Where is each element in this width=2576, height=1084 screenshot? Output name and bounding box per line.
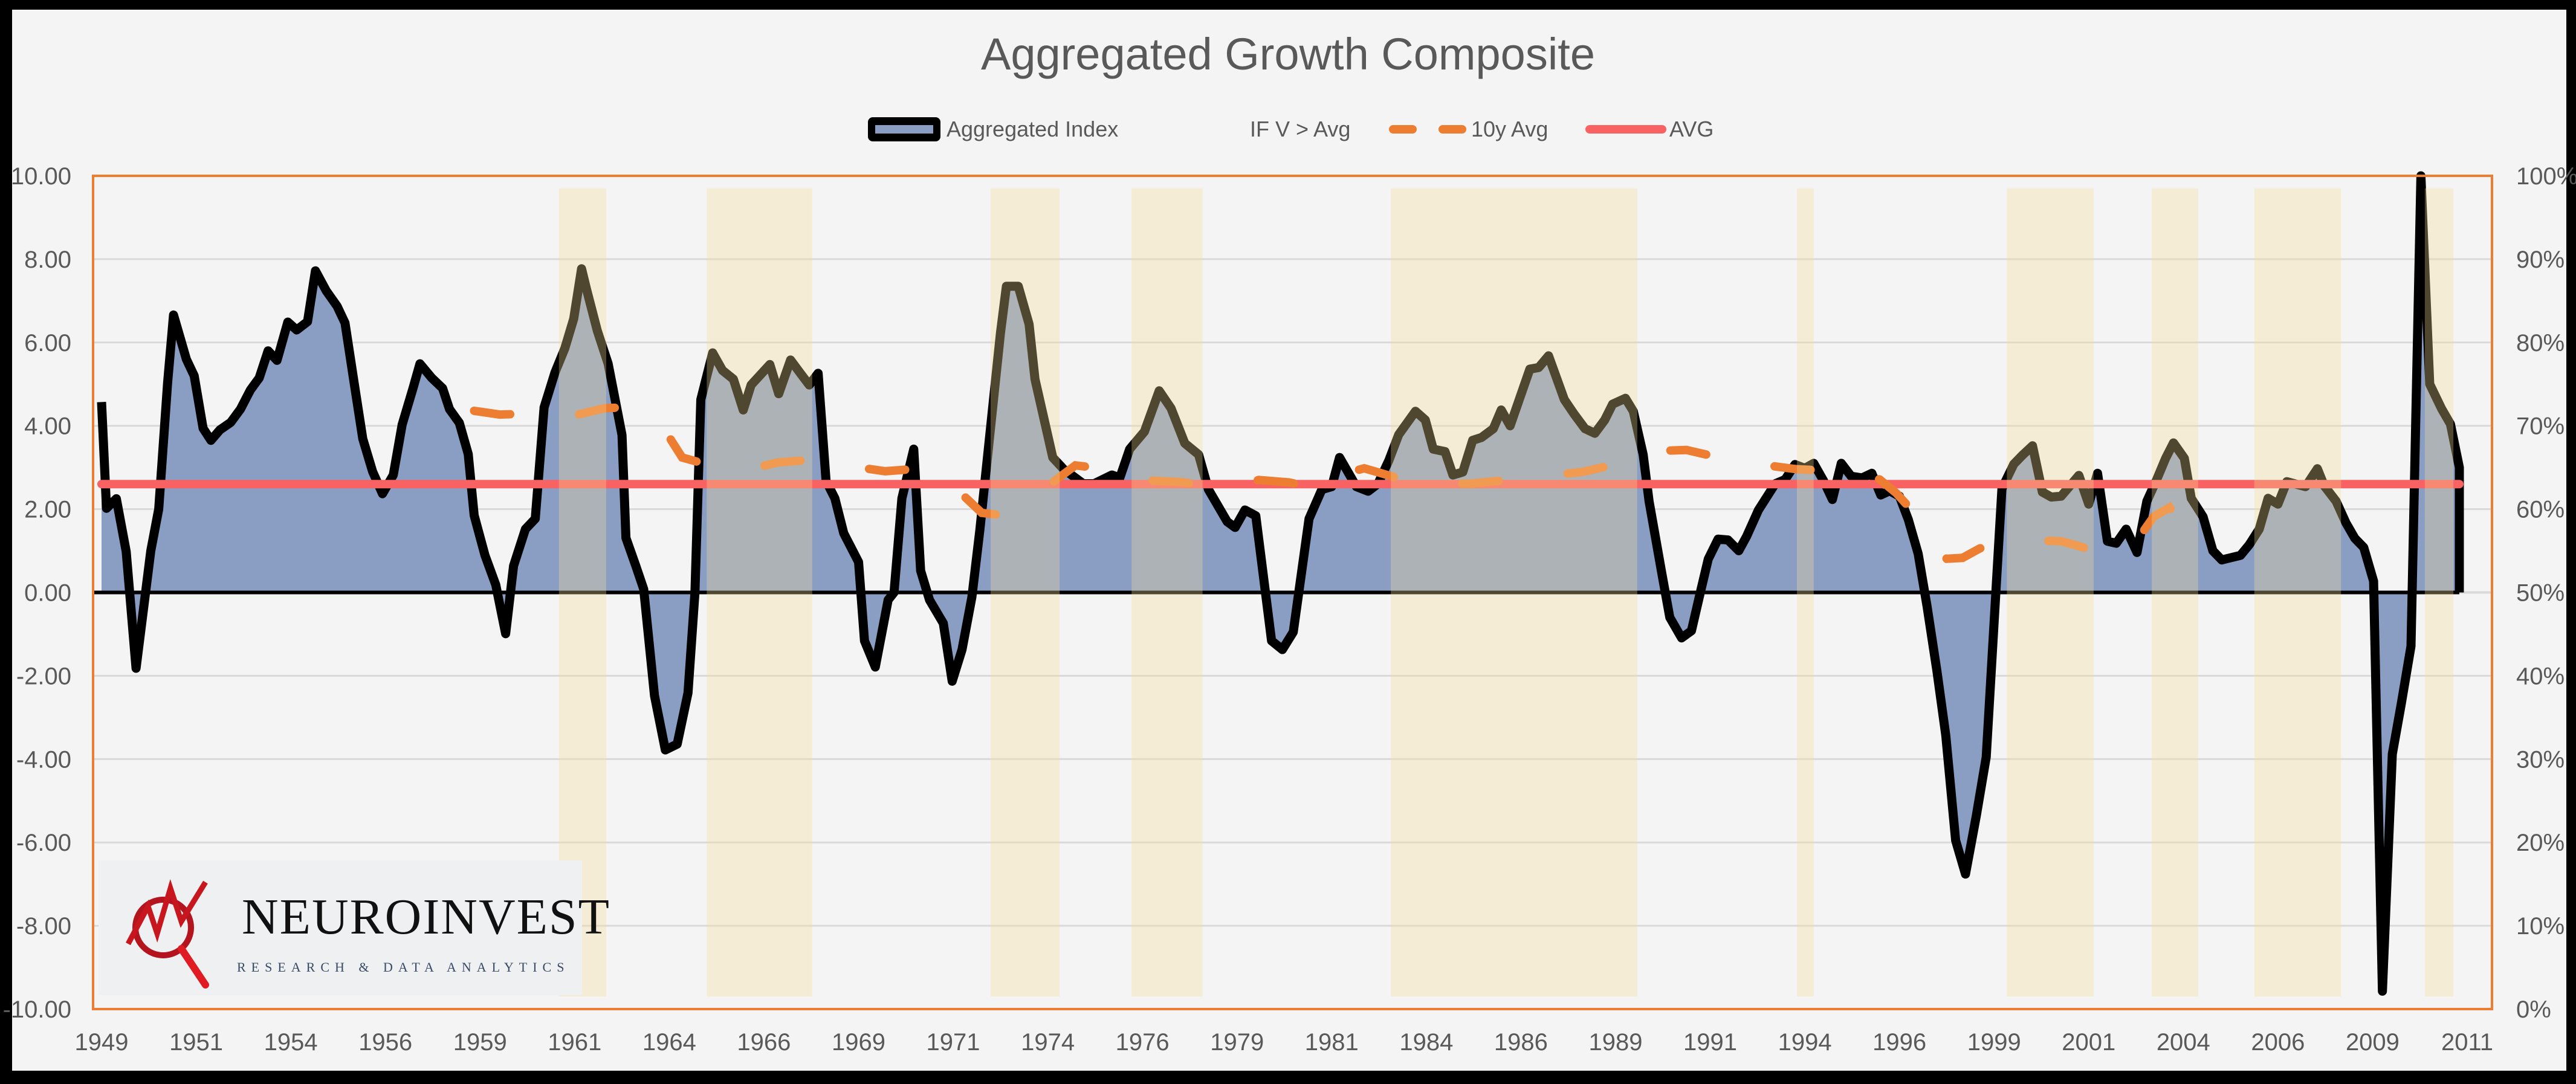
x-tick-label: 1989 [1588, 1029, 1642, 1056]
band-if-v-gt-avg [2424, 188, 2454, 997]
band-if-v-gt-avg [2007, 188, 2094, 997]
series-10y-avg [470, 402, 2213, 563]
x-tick-label: 2009 [2346, 1029, 2400, 1056]
x-tick-label: 1954 [264, 1029, 318, 1056]
y-tick-label: 2.00 [24, 497, 71, 523]
y2-tick-label: 80% [2516, 330, 2565, 356]
x-tick-label: 1976 [1116, 1029, 1170, 1056]
x-tick-label: 1999 [1967, 1029, 2021, 1056]
legend-swatch-area-fill [875, 125, 933, 134]
x-tick-label: 1991 [1683, 1029, 1737, 1056]
y2-tick-label: 0% [2516, 996, 2551, 1023]
y-tick-label: 0.00 [24, 580, 71, 607]
band-if-v-gt-avg [1391, 188, 1637, 997]
x-tick-label: 1956 [358, 1029, 412, 1056]
plot-border [92, 175, 2493, 1010]
band-if-v-gt-avg [707, 188, 812, 997]
band-if-v-gt-avg [2254, 188, 2341, 997]
ten-year-avg-line [470, 402, 2213, 563]
x-tick-label: 1981 [1305, 1029, 1359, 1056]
y2-tick-label: 90% [2516, 247, 2565, 273]
legend-label: AVG [1669, 117, 1714, 141]
x-tick-label: 1949 [75, 1029, 129, 1056]
band-if-v-gt-avg [2152, 188, 2198, 997]
x-tick-label: 1961 [548, 1029, 601, 1056]
legend-label: IF V > Avg [1250, 117, 1350, 141]
logo-background [99, 860, 582, 995]
chart-title: Aggregated Growth Composite [981, 29, 1595, 79]
y2-tick-label: 50% [2516, 580, 2565, 607]
y2-tick-label: 60% [2516, 497, 2565, 523]
y-tick-label: 10.00 [11, 163, 71, 190]
x-tick-label: 1979 [1210, 1029, 1264, 1056]
y-tick-label: -6.00 [16, 830, 71, 856]
x-tick-label: 2006 [2251, 1029, 2305, 1056]
y2-tick-label: 40% [2516, 663, 2565, 689]
x-tick-label: 1969 [832, 1029, 885, 1056]
neuroinvest-logo: NEUROINVEST RESEARCH & DATA ANALYTICS [99, 860, 610, 995]
x-tick-label: 2001 [2062, 1029, 2115, 1056]
y-tick-label: -8.00 [16, 913, 71, 940]
logo-tagline: RESEARCH & DATA ANALYTICS [237, 960, 569, 975]
x-tick-label: 2011 [2441, 1029, 2493, 1056]
x-tick-label: 1974 [1021, 1029, 1075, 1056]
x-tick-label: 1959 [453, 1029, 507, 1056]
bands-if-v-gt-avg [558, 188, 2454, 997]
band-if-v-gt-avg [1131, 188, 1203, 997]
y-tick-label: -10.00 [3, 996, 71, 1023]
x-tick-label: 1966 [737, 1029, 791, 1056]
legend-item-avg: AVG [1585, 117, 1714, 141]
magnifier-chart-icon [126, 879, 209, 989]
x-tick-label: 1971 [927, 1029, 980, 1056]
y-axis-left: 10.00 8.00 6.00 4.00 2.00 0.00 -2.00 -4.00 -6.00… [3, 163, 71, 1023]
y2-tick-label: 30% [2516, 746, 2565, 773]
x-tick-label: 1996 [1872, 1029, 1926, 1056]
area-fill [102, 176, 2459, 992]
y2-tick-label: 100% [2516, 163, 2576, 190]
y2-tick-label: 20% [2516, 830, 2565, 856]
x-tick-label: 2004 [2157, 1029, 2210, 1056]
logo-name: NEUROINVEST [242, 889, 610, 945]
y-tick-label: -2.00 [16, 663, 71, 689]
y2-tick-label: 10% [2516, 913, 2565, 940]
y2-tick-label: 70% [2516, 413, 2565, 440]
x-tick-label: 1994 [1778, 1029, 1832, 1056]
legend: Aggregated Index IF V > Avg 10y Avg AVG [868, 117, 1714, 141]
y-tick-label: 8.00 [24, 247, 71, 273]
legend-label: 10y Avg [1471, 117, 1548, 141]
x-axis: 1949 1951 1954 1956 1959 1961 1964 1966 1969 1971… [75, 1029, 2494, 1056]
legend-item-if-v-gt-avg: IF V > Avg [1250, 117, 1350, 141]
x-tick-label: 1951 [169, 1029, 223, 1056]
x-tick-label: 1964 [642, 1029, 696, 1056]
y-tick-label: 4.00 [24, 413, 71, 440]
gridlines [93, 258, 2492, 927]
band-if-v-gt-avg [991, 188, 1060, 997]
y-axis-right: 100% 90% 80% 70% 60% 50% 40% 30% 20% 10% 0% [2516, 163, 2576, 1023]
legend-item-10y-avg: 10y Avg [1389, 117, 1548, 141]
y-tick-label: 6.00 [24, 330, 71, 356]
y-tick-label: -4.00 [16, 746, 71, 773]
legend-item-aggregated-index: Aggregated Index [868, 117, 1118, 141]
x-tick-label: 1984 [1399, 1029, 1453, 1056]
legend-label: Aggregated Index [947, 117, 1118, 141]
x-tick-label: 1986 [1494, 1029, 1548, 1056]
band-if-v-gt-avg [1797, 188, 1814, 997]
